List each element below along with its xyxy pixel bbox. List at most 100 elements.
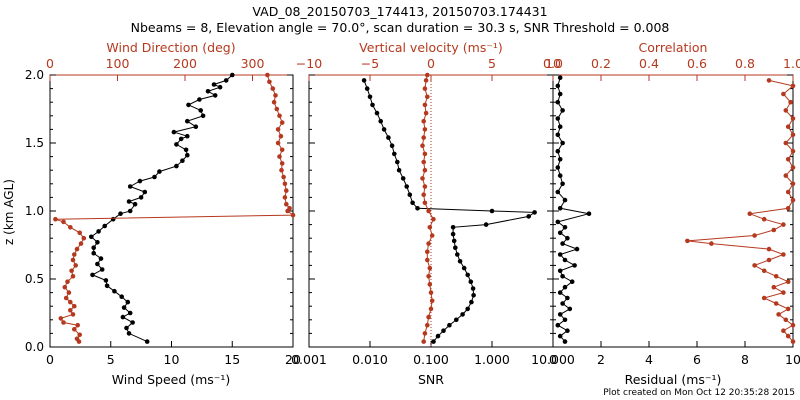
- data-point: [91, 250, 96, 256]
- data-point: [761, 268, 767, 274]
- correlation-axis-label: Correlation: [639, 40, 708, 55]
- data-point: [781, 222, 786, 227]
- y-tick-label: 0.5: [25, 272, 44, 286]
- data-point: [423, 78, 429, 83]
- data-point: [200, 113, 206, 119]
- data-point: [270, 86, 276, 91]
- data-point: [274, 106, 280, 112]
- data-point: [560, 140, 565, 146]
- data-point: [277, 154, 282, 159]
- data-point: [53, 216, 58, 222]
- data-point: [98, 256, 104, 261]
- data-point: [125, 299, 131, 305]
- data-point: [124, 325, 129, 331]
- data-point: [422, 86, 428, 91]
- data-point: [422, 127, 428, 132]
- data-point: [555, 148, 561, 154]
- data-point: [421, 118, 427, 124]
- data-point: [72, 327, 77, 332]
- data-point: [783, 108, 789, 113]
- data-point: [427, 282, 433, 287]
- data-point: [102, 223, 107, 229]
- series-line-wind-direction: [55, 74, 295, 342]
- data-point: [69, 268, 74, 274]
- data-point: [555, 83, 561, 89]
- data-point: [565, 295, 570, 301]
- data-point: [70, 312, 76, 317]
- data-point: [557, 333, 563, 339]
- data-point: [126, 331, 132, 336]
- data-point: [279, 167, 284, 173]
- data-point: [421, 135, 427, 140]
- data-point: [174, 142, 179, 147]
- data-point: [532, 210, 537, 215]
- data-point: [560, 274, 565, 279]
- data-point: [89, 234, 94, 240]
- data-point: [74, 246, 80, 252]
- data-point: [65, 279, 70, 285]
- data-point: [555, 219, 561, 225]
- residual-axis-label: Residual (ms⁻¹): [625, 372, 722, 387]
- data-point: [211, 82, 217, 87]
- data-point: [425, 322, 430, 328]
- data-point: [555, 189, 561, 195]
- data-point: [132, 201, 138, 207]
- data-point: [555, 132, 561, 138]
- data-point: [185, 133, 190, 139]
- data-point: [790, 116, 796, 121]
- data-point: [766, 257, 772, 263]
- data-point: [180, 158, 185, 163]
- data-point: [62, 284, 68, 290]
- data-point: [790, 322, 796, 328]
- data-point: [425, 249, 430, 255]
- data-point: [454, 317, 459, 323]
- top-tick-label: 0: [46, 56, 54, 71]
- data-point: [790, 339, 796, 344]
- plot-created-note: Plot created on Mon Oct 12 20:35:28 2015: [603, 388, 795, 398]
- series-line-snr: [363, 80, 537, 342]
- data-point: [457, 259, 463, 264]
- data-point: [560, 241, 565, 246]
- data-point: [96, 229, 101, 234]
- data-point: [63, 295, 69, 301]
- data-point: [290, 212, 296, 218]
- data-point: [265, 72, 270, 78]
- data-point: [127, 310, 133, 316]
- data-point: [127, 208, 133, 214]
- data-point: [555, 322, 561, 328]
- data-point: [118, 211, 123, 216]
- data-point: [785, 124, 791, 129]
- x-tick-label: 1.000: [474, 352, 510, 367]
- data-point: [783, 317, 789, 323]
- data-point: [197, 97, 202, 102]
- data-point: [460, 312, 465, 317]
- data-point: [557, 230, 563, 236]
- data-point: [790, 181, 796, 187]
- data-point: [557, 124, 563, 129]
- data-point: [183, 147, 189, 153]
- data-point: [427, 265, 433, 271]
- data-point: [99, 267, 105, 272]
- data-point: [422, 102, 428, 108]
- data-point: [526, 214, 531, 219]
- data-point: [562, 257, 568, 263]
- data-point: [119, 294, 124, 300]
- data-point: [790, 197, 796, 203]
- x-tick-label: 5: [107, 352, 115, 367]
- data-point: [555, 99, 561, 105]
- series-line-wind-speed: [90, 74, 233, 343]
- data-point: [74, 336, 80, 342]
- data-point: [137, 178, 143, 184]
- data-point: [557, 75, 563, 80]
- data-point: [68, 299, 73, 305]
- data-point: [284, 201, 289, 207]
- data-point: [407, 192, 413, 197]
- data-point: [562, 225, 568, 230]
- data-point: [752, 233, 757, 238]
- data-point: [771, 227, 777, 233]
- data-point: [761, 216, 767, 222]
- data-point: [174, 163, 179, 169]
- data-point: [747, 211, 753, 216]
- data-point: [61, 219, 66, 225]
- data-point: [783, 173, 789, 178]
